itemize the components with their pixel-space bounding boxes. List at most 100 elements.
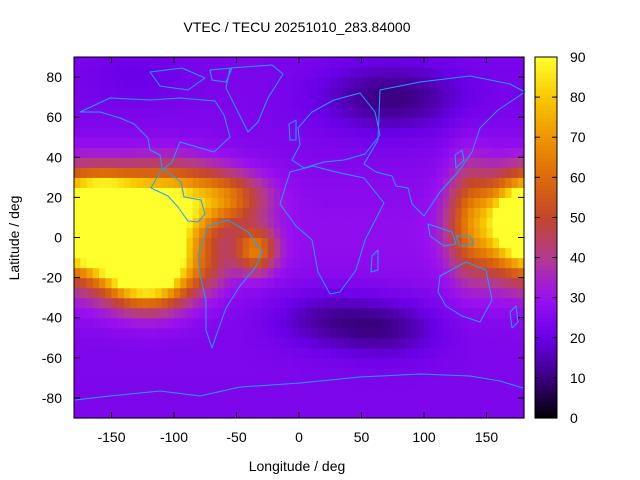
- colorbar-segment: [535, 289, 557, 295]
- heatmap-cell: [274, 297, 281, 309]
- colorbar-segment: [535, 385, 557, 391]
- heatmap-cell: [230, 367, 238, 379]
- heatmap-cell: [342, 167, 350, 178]
- heatmap-cell: [130, 87, 138, 98]
- colorbar-segment: [535, 153, 557, 158]
- heatmap-cell: [386, 207, 394, 219]
- heatmap-cell: [374, 87, 381, 98]
- heatmap-cell: [474, 107, 481, 118]
- heatmap-cell: [117, 227, 125, 239]
- heatmap-cell: [167, 347, 175, 359]
- heatmap-cell: [311, 247, 319, 259]
- heatmap-cell: [267, 57, 275, 68]
- x-tick-label: -150: [97, 429, 125, 445]
- heatmap-cell: [167, 137, 175, 148]
- heatmap-cell: [305, 257, 313, 269]
- heatmap-cell: [211, 387, 219, 399]
- heatmap-cell: [149, 237, 156, 249]
- heatmap-cell: [117, 407, 125, 419]
- heatmap-cell: [392, 127, 400, 138]
- heatmap-cell: [180, 207, 188, 219]
- heatmap-cell: [342, 317, 350, 329]
- heatmap-cell: [161, 327, 169, 339]
- heatmap-cell: [99, 327, 106, 339]
- heatmap-cell: [274, 187, 281, 198]
- heatmap-cell: [417, 287, 425, 299]
- heatmap-cell: [511, 327, 519, 339]
- heatmap-cell: [205, 317, 213, 329]
- heatmap-cell: [417, 97, 425, 108]
- heatmap-cell: [124, 87, 131, 98]
- heatmap-cell: [374, 407, 381, 419]
- heatmap-cell: [499, 97, 506, 108]
- heatmap-cell: [405, 67, 413, 78]
- heatmap-cell: [111, 127, 119, 138]
- heatmap-cell: [511, 157, 519, 168]
- heatmap-cell: [480, 257, 488, 269]
- heatmap-cell: [492, 197, 500, 209]
- heatmap-cell: [517, 67, 525, 78]
- heatmap-cell: [292, 207, 300, 219]
- heatmap-cell: [461, 227, 469, 239]
- heatmap-cell: [292, 307, 300, 319]
- heatmap-cell: [236, 227, 244, 239]
- heatmap-cell: [149, 247, 156, 259]
- heatmap-cell: [324, 117, 331, 128]
- heatmap-cell: [124, 357, 131, 369]
- heatmap-cell: [461, 277, 469, 289]
- heatmap-cell: [174, 257, 181, 269]
- heatmap-cell: [405, 227, 413, 239]
- heatmap-cell: [392, 107, 400, 118]
- heatmap-cell: [336, 407, 344, 419]
- heatmap-cell: [311, 207, 319, 219]
- heatmap-cell: [174, 287, 181, 299]
- heatmap-cell: [161, 317, 169, 329]
- heatmap-cell: [211, 237, 219, 249]
- heatmap-cell: [292, 97, 300, 108]
- heatmap-cell: [124, 207, 131, 219]
- heatmap-cell: [324, 387, 331, 399]
- heatmap-cell: [292, 337, 300, 349]
- heatmap-cell: [405, 157, 413, 168]
- heatmap-cell: [74, 317, 81, 329]
- heatmap-cell: [205, 377, 213, 389]
- heatmap-cell: [386, 227, 394, 239]
- colorbar-segment: [535, 273, 557, 279]
- heatmap-cell: [442, 117, 450, 128]
- heatmap-cell: [242, 357, 250, 369]
- heatmap-cell: [267, 157, 275, 168]
- heatmap-cell: [274, 237, 281, 249]
- heatmap-cell: [361, 97, 369, 108]
- heatmap-cell: [174, 147, 181, 158]
- heatmap-cell: [142, 227, 150, 239]
- heatmap-cell: [349, 247, 356, 259]
- heatmap-cell: [499, 227, 506, 239]
- heatmap-cell: [180, 267, 188, 279]
- heatmap-cell: [342, 117, 350, 128]
- heatmap-cell: [199, 297, 206, 309]
- colorbar-segment: [535, 213, 557, 219]
- heatmap-cell: [349, 307, 356, 319]
- y-tick-label: 0: [54, 230, 62, 246]
- heatmap-cell: [311, 387, 319, 399]
- heatmap-cell: [480, 187, 488, 198]
- heatmap-cell: [417, 387, 425, 399]
- heatmap-cell: [330, 397, 338, 409]
- heatmap-cell: [336, 317, 344, 329]
- heatmap-cell: [292, 247, 300, 259]
- heatmap-cell: [142, 157, 150, 168]
- heatmap-cell: [505, 187, 513, 198]
- heatmap-cell: [330, 357, 338, 369]
- heatmap-cell: [399, 177, 406, 188]
- heatmap-cell: [99, 387, 106, 399]
- heatmap-cell: [355, 167, 363, 178]
- heatmap-cell: [430, 127, 438, 138]
- heatmap-cell: [92, 337, 100, 349]
- heatmap-cell: [286, 247, 294, 259]
- heatmap-cell: [217, 347, 225, 359]
- heatmap-cell: [380, 367, 388, 379]
- heatmap-cell: [317, 257, 325, 269]
- heatmap-cell: [455, 137, 463, 148]
- heatmap-cell: [430, 87, 438, 98]
- heatmap-cell: [74, 207, 81, 219]
